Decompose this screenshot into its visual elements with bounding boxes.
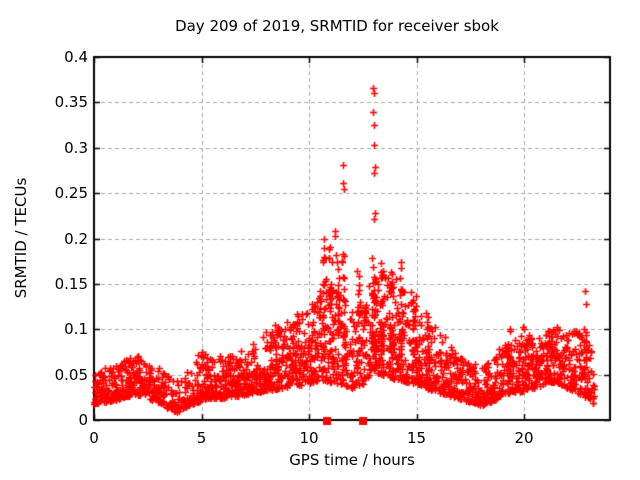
y-tick-label-0.4: 0.4 <box>64 48 88 66</box>
x-axis-label: GPS time / hours <box>289 451 415 469</box>
y-tick-label-0.35: 0.35 <box>54 93 88 112</box>
x-tick-label-10: 10 <box>299 429 319 447</box>
x-tick-label-20: 20 <box>514 429 534 447</box>
y-tick-label-0.25: 0.25 <box>54 184 88 203</box>
y-tick-label-0.2: 0.2 <box>64 229 88 248</box>
x-tick-label-5: 5 <box>196 429 207 447</box>
x-tick-label-15: 15 <box>406 429 427 447</box>
y-tick-label-0: 0 <box>78 411 88 429</box>
y-tick-label-0.1: 0.1 <box>64 320 88 339</box>
y-tick-label-0.3: 0.3 <box>64 138 88 157</box>
y-tick-label-0.15: 0.15 <box>54 274 88 293</box>
x-tick-label-0: 0 <box>89 429 99 447</box>
y-tick-label-0.05: 0.05 <box>54 365 88 384</box>
chart-title: Day 209 of 2019, SRMTID for receiver sbo… <box>175 17 499 35</box>
